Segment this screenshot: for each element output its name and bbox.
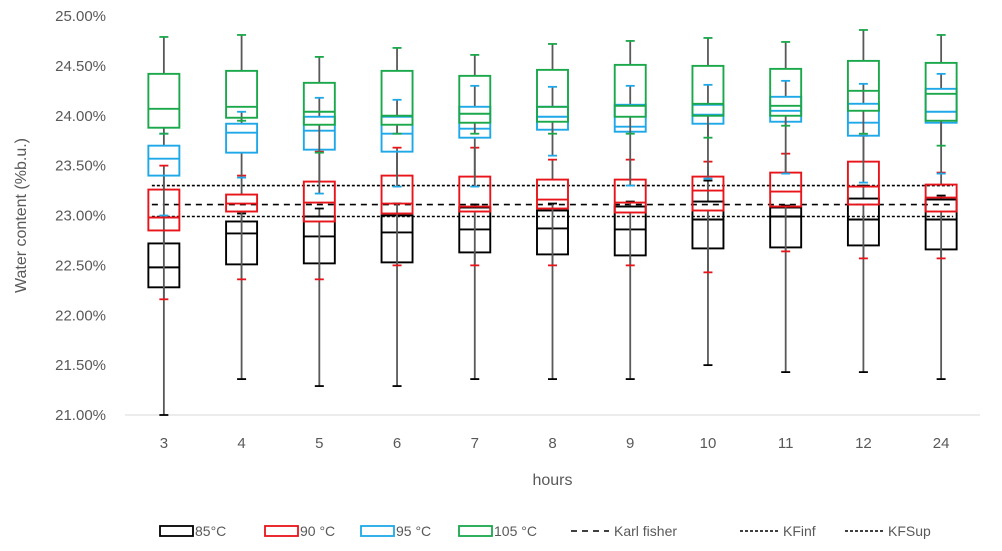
legend-swatch xyxy=(159,525,194,537)
box-series-group xyxy=(147,179,958,416)
x-tick-label: 12 xyxy=(855,435,872,452)
box-iqr xyxy=(225,122,259,154)
box-plot xyxy=(458,84,492,188)
box-plot xyxy=(536,43,569,135)
box-plot xyxy=(380,98,414,188)
legend-item: 85°C xyxy=(159,523,226,539)
legend-label: 95 °C xyxy=(396,523,431,539)
legend-item: KFSup xyxy=(845,523,931,539)
x-tick-label: 9 xyxy=(626,435,634,452)
legend-label: 105 °C xyxy=(494,523,537,539)
box-plot xyxy=(613,84,647,187)
legend-swatch xyxy=(458,525,493,537)
box-iqr xyxy=(769,171,803,208)
box-iqr xyxy=(302,81,336,126)
box-plot xyxy=(302,55,336,154)
box-plot xyxy=(924,34,958,147)
y-tick-label: 21.50% xyxy=(55,357,106,374)
x-tick-label: 4 xyxy=(237,435,245,452)
box-series xyxy=(147,29,958,416)
y-tick-label: 22.50% xyxy=(55,257,106,274)
x-axis-title: hours xyxy=(532,472,572,489)
legend-label: 90 °C xyxy=(300,523,335,539)
x-tick-label: 11 xyxy=(778,435,794,452)
box-plot xyxy=(225,174,259,281)
legend: 85°C 90 °C 95 °C 105 °C Karl fisher KFinf KFSu… xyxy=(159,523,931,539)
x-tick-label: 7 xyxy=(471,435,479,452)
y-tick-label: 23.50% xyxy=(55,158,106,175)
x-tick-label: 24 xyxy=(933,435,950,452)
box-series-group xyxy=(147,29,958,154)
y-tick-label: 22.00% xyxy=(55,307,106,324)
box-iqr xyxy=(691,64,725,117)
box-iqr xyxy=(613,63,647,118)
box-iqr xyxy=(769,67,803,117)
legend-swatch xyxy=(360,525,395,537)
legend-item: 95 °C xyxy=(360,523,431,539)
box-iqr xyxy=(225,69,259,119)
box-plot xyxy=(691,37,725,139)
box-iqr xyxy=(380,69,414,126)
axes: 21.00% 21.50% 22.00% 22.50% 23.00% 23.50% 24.0… xyxy=(55,8,980,452)
box-iqr xyxy=(147,144,181,177)
box-plot xyxy=(846,29,880,135)
box-plot xyxy=(536,158,569,267)
y-tick-label: 25.00% xyxy=(55,8,106,25)
box-series-group xyxy=(147,72,958,217)
legend-label: KFinf xyxy=(783,523,816,539)
y-tick-label: 24.50% xyxy=(55,58,106,75)
legend-item: Karl fisher xyxy=(571,523,677,539)
box-plot xyxy=(225,34,259,122)
legend-swatch xyxy=(264,525,299,537)
x-tick-label: 8 xyxy=(548,435,556,452)
y-axis-title: Water content (%b.u.) xyxy=(13,138,30,293)
legend-item: 105 °C xyxy=(458,523,537,539)
legend-label: Karl fisher xyxy=(614,523,677,539)
legend-label: KFSup xyxy=(888,523,931,539)
y-tick-label: 23.00% xyxy=(55,208,106,225)
x-tick-label: 6 xyxy=(393,435,401,452)
box-iqr xyxy=(846,102,880,137)
axis-labels: Water content (%b.u.) hours xyxy=(13,138,573,489)
box-plot xyxy=(769,41,803,127)
x-tick-label: 5 xyxy=(315,435,323,452)
box-plot xyxy=(147,36,181,135)
box-iqr xyxy=(147,72,181,129)
box-plot xyxy=(458,54,492,135)
box-iqr xyxy=(536,178,569,210)
legend-item: KFinf xyxy=(740,523,816,539)
x-tick-label: 10 xyxy=(700,435,717,452)
box-plot xyxy=(147,132,181,217)
legend-label: 85°C xyxy=(195,523,226,539)
y-tick-label: 24.00% xyxy=(55,108,106,125)
legend-item: 90 °C xyxy=(264,523,335,539)
box-iqr xyxy=(846,59,880,112)
box-plot xyxy=(613,40,647,135)
box-plot xyxy=(924,171,958,260)
box-iqr xyxy=(536,68,569,123)
box-plot xyxy=(225,110,259,179)
box-iqr xyxy=(458,74,492,124)
x-tick-label: 3 xyxy=(160,435,168,452)
y-tick-label: 21.00% xyxy=(55,407,106,424)
box-plot xyxy=(380,47,414,135)
box-iqr xyxy=(924,61,958,122)
box-plot xyxy=(769,79,803,175)
